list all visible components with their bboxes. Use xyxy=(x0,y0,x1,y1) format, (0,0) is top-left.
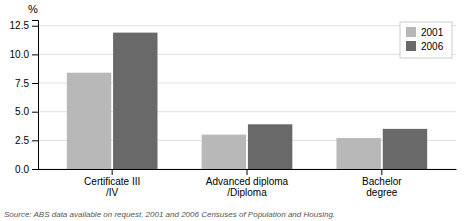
chart-svg: 0.0 2.5 5.0 7.5 10.0 12.5 Certificate III/IV Ad… xyxy=(0,0,466,221)
x-tick-label-line: Bachelor xyxy=(362,176,402,187)
y-tick: 2.5 xyxy=(15,135,38,146)
legend-swatch xyxy=(406,27,416,37)
x-tick-label: Certificate III/IV xyxy=(84,176,140,198)
source-note: Source: ABS data available on request, 2… xyxy=(4,210,335,219)
y-tick-mark xyxy=(32,54,38,55)
bar xyxy=(383,129,427,169)
legend-item: 2006 xyxy=(406,41,444,52)
y-axis-line xyxy=(32,21,39,170)
y-tick-label: 2.5 xyxy=(15,135,29,146)
y-tick-mark xyxy=(32,26,38,27)
x-tick-mark xyxy=(381,169,382,175)
chart-container: 0.0 2.5 5.0 7.5 10.0 12.5 Certificate III/IV Ad… xyxy=(0,0,466,221)
y-tick-label: 10.0 xyxy=(10,49,30,60)
x-tick: Bachelordegree xyxy=(362,169,402,198)
bar xyxy=(67,73,111,169)
y-tick: 7.5 xyxy=(15,78,38,89)
x-tick-label-line: /IV xyxy=(106,187,119,198)
y-axis-label: % xyxy=(28,3,38,15)
y-tick: 5.0 xyxy=(15,106,38,117)
x-tick-mark xyxy=(112,169,113,175)
y-tick-label: 12.5 xyxy=(10,20,30,31)
x-tick-label-line: Certificate III xyxy=(84,176,140,187)
bars xyxy=(67,33,427,169)
bar xyxy=(113,33,157,169)
x-tick-label-line: degree xyxy=(366,187,398,198)
y-tick-label: 7.5 xyxy=(15,78,29,89)
legend-frame xyxy=(400,22,452,58)
legend-label: 2001 xyxy=(421,27,444,38)
x-tick: Advanced diploma/Diploma xyxy=(206,169,289,198)
y-tick: 0.0 xyxy=(15,164,38,175)
bar xyxy=(336,138,380,169)
plot-area: 0.0 2.5 5.0 7.5 10.0 12.5 Certificate III/IV Ad… xyxy=(10,20,457,198)
y-tick-mark xyxy=(32,169,38,170)
x-tick: Certificate III/IV xyxy=(84,169,140,198)
y-tick: 12.5 xyxy=(10,20,38,31)
y-tick: 10.0 xyxy=(10,49,38,60)
x-tick-label-line: Advanced diploma xyxy=(206,176,289,187)
x-tick-label-line: /Diploma xyxy=(227,187,267,198)
y-axis: 0.0 2.5 5.0 7.5 10.0 12.5 xyxy=(10,20,39,174)
bar xyxy=(202,135,246,169)
x-tick-mark xyxy=(247,169,248,175)
bar-series xyxy=(113,33,427,169)
y-tick-mark xyxy=(32,112,38,113)
legend-item: 2001 xyxy=(406,27,444,38)
legend-label: 2006 xyxy=(421,41,444,52)
x-axis: Certificate III/IV Advanced diploma/Diplo… xyxy=(39,169,457,198)
legend: 2001 2006 xyxy=(400,22,452,58)
y-tick-label: 0.0 xyxy=(15,164,29,175)
y-tick-mark xyxy=(32,83,38,84)
grid-line xyxy=(38,54,456,55)
y-tick-label: 5.0 xyxy=(15,106,29,117)
x-tick-label: Bachelordegree xyxy=(362,176,402,198)
legend-swatch xyxy=(406,41,416,51)
x-tick-label: Advanced diploma/Diploma xyxy=(206,176,289,198)
grid-line xyxy=(38,25,456,26)
grid xyxy=(38,26,456,169)
bar xyxy=(248,124,292,169)
y-tick-mark xyxy=(32,140,38,141)
